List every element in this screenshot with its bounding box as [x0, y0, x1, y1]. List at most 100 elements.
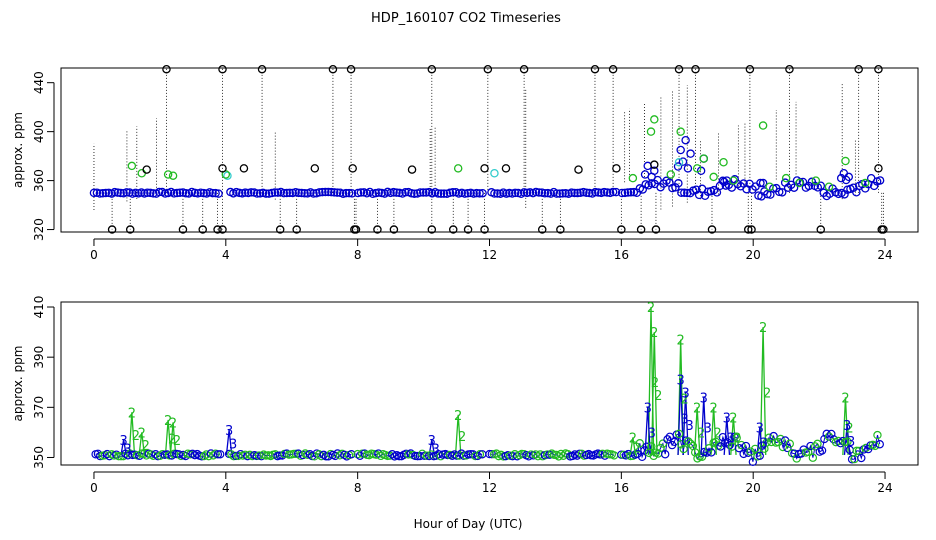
top-baseline-point: [510, 188, 520, 198]
bottom-label-2: 2: [164, 414, 172, 429]
bottom-baseline-point: [216, 450, 225, 459]
top-black-low-point: [389, 225, 399, 234]
bottom-label-2: 2: [709, 401, 717, 416]
top-baseline-point: [585, 188, 594, 198]
top-baseline-point: [131, 188, 140, 198]
bottom-label-2: 2: [697, 426, 705, 441]
bottom-x-tick-label: 24: [877, 481, 892, 495]
top-green-point: [650, 115, 659, 124]
top-baseline-point: [330, 188, 339, 197]
top-x-tick-label: 8: [354, 248, 362, 262]
top-black-low-point: [636, 225, 646, 234]
top-baseline-point: [98, 189, 108, 198]
top-baseline-point: [371, 188, 381, 198]
top-baseline-point: [246, 188, 256, 197]
top-baseline-point: [561, 188, 570, 198]
top-baseline-point: [172, 188, 182, 198]
bottom-baseline-point: [656, 443, 665, 453]
top-points: [89, 64, 888, 234]
top-baseline-point: [448, 187, 458, 197]
bottom-label-3: 3: [727, 431, 735, 446]
top-baseline-point: [297, 188, 306, 198]
top-blue-point: [758, 178, 768, 188]
top-baseline-point: [353, 188, 363, 198]
top-baseline-point: [214, 189, 223, 198]
bottom-label-2: 2: [132, 429, 140, 444]
top-black-low-point: [617, 225, 626, 234]
top-blue-point: [841, 175, 851, 185]
top-black-low-point: [373, 225, 382, 234]
top-baseline-point: [418, 188, 428, 197]
top-baseline-point: [677, 188, 686, 197]
bottom-label-3: 3: [119, 434, 127, 449]
top-black-point: [480, 164, 489, 173]
bottom-spike-2: [842, 397, 849, 455]
bottom-spike-3: [700, 397, 708, 455]
bottom-label-2: 2: [841, 391, 849, 406]
top-panel: 0 4 8 12 16 20 24 320 360 400 440 approx. ppm: [11, 64, 919, 262]
top-baseline-point: [300, 189, 309, 198]
top-baseline-point: [567, 188, 576, 197]
top-black-point: [407, 165, 417, 174]
top-baseline-point: [199, 188, 208, 198]
top-baseline-point: [774, 187, 784, 197]
top-baseline-point: [602, 188, 612, 197]
bottom-baseline-point: [647, 442, 656, 451]
bottom-baseline-point: [693, 454, 702, 463]
top-black-point: [310, 164, 320, 173]
top-baseline-point: [540, 189, 550, 198]
top-baseline-point: [270, 188, 280, 197]
bottom-baseline-point: [213, 450, 223, 459]
bottom-baseline-point: [684, 437, 693, 446]
top-black-point: [348, 164, 357, 173]
bottom-baseline-point: [746, 447, 755, 456]
top-blue-point: [678, 157, 688, 166]
top-cyan-point: [223, 171, 232, 180]
top-y-tick-label: 360: [32, 169, 46, 192]
bottom-baseline-point: [813, 439, 822, 449]
top-baseline-point: [309, 189, 318, 198]
bottom-label-3: 3: [428, 434, 436, 449]
bottom-plot-frame: [60, 301, 919, 466]
bottom-label-2: 2: [651, 376, 659, 391]
top-baseline-point: [318, 187, 327, 197]
bottom-baseline-point: [783, 443, 792, 453]
top-baseline-point: [255, 189, 265, 198]
bottom-baseline-line: [489, 452, 615, 458]
bottom-label-3: 3: [644, 401, 652, 416]
top-baseline-point: [534, 188, 544, 197]
top-black-low-point: [743, 225, 753, 234]
top-baseline-point: [241, 188, 250, 197]
top-x-tick-label: 0: [90, 248, 98, 262]
top-baseline-point: [552, 189, 561, 198]
top-baseline-point: [460, 189, 470, 198]
bottom-x-tick-label: 8: [354, 481, 362, 495]
top-x-tick-label: 4: [222, 248, 230, 262]
top-baseline-point: [777, 188, 787, 197]
bottom-label-3: 3: [432, 443, 440, 458]
top-baseline-point: [116, 188, 125, 198]
top-black-low-point: [351, 225, 361, 234]
top-green-point: [127, 161, 137, 171]
top-black-point: [142, 165, 151, 174]
top-black-low-point: [651, 225, 661, 234]
top-baseline-point: [338, 189, 348, 198]
top-baseline-point: [463, 188, 472, 198]
bottom-label-2: 2: [142, 439, 150, 454]
bottom-label-2: 2: [677, 334, 685, 349]
top-black-low-point: [480, 225, 489, 234]
bottom-label-3: 3: [225, 424, 233, 439]
bottom-label-2: 2: [138, 426, 146, 441]
bottom-spike-2: [169, 422, 177, 456]
top-green-point: [841, 156, 850, 166]
top-baseline-point: [110, 187, 119, 197]
top-green-point: [811, 176, 821, 185]
top-green-point: [795, 178, 804, 188]
bottom-label-2: 2: [733, 431, 741, 446]
bottom-baseline-point: [857, 453, 866, 463]
bottom-baseline-point: [199, 451, 209, 461]
bottom-label-2: 2: [168, 433, 176, 448]
top-black-low-point: [537, 225, 547, 234]
bottom-baseline-point: [732, 433, 741, 443]
bottom-baseline-point: [822, 429, 831, 439]
